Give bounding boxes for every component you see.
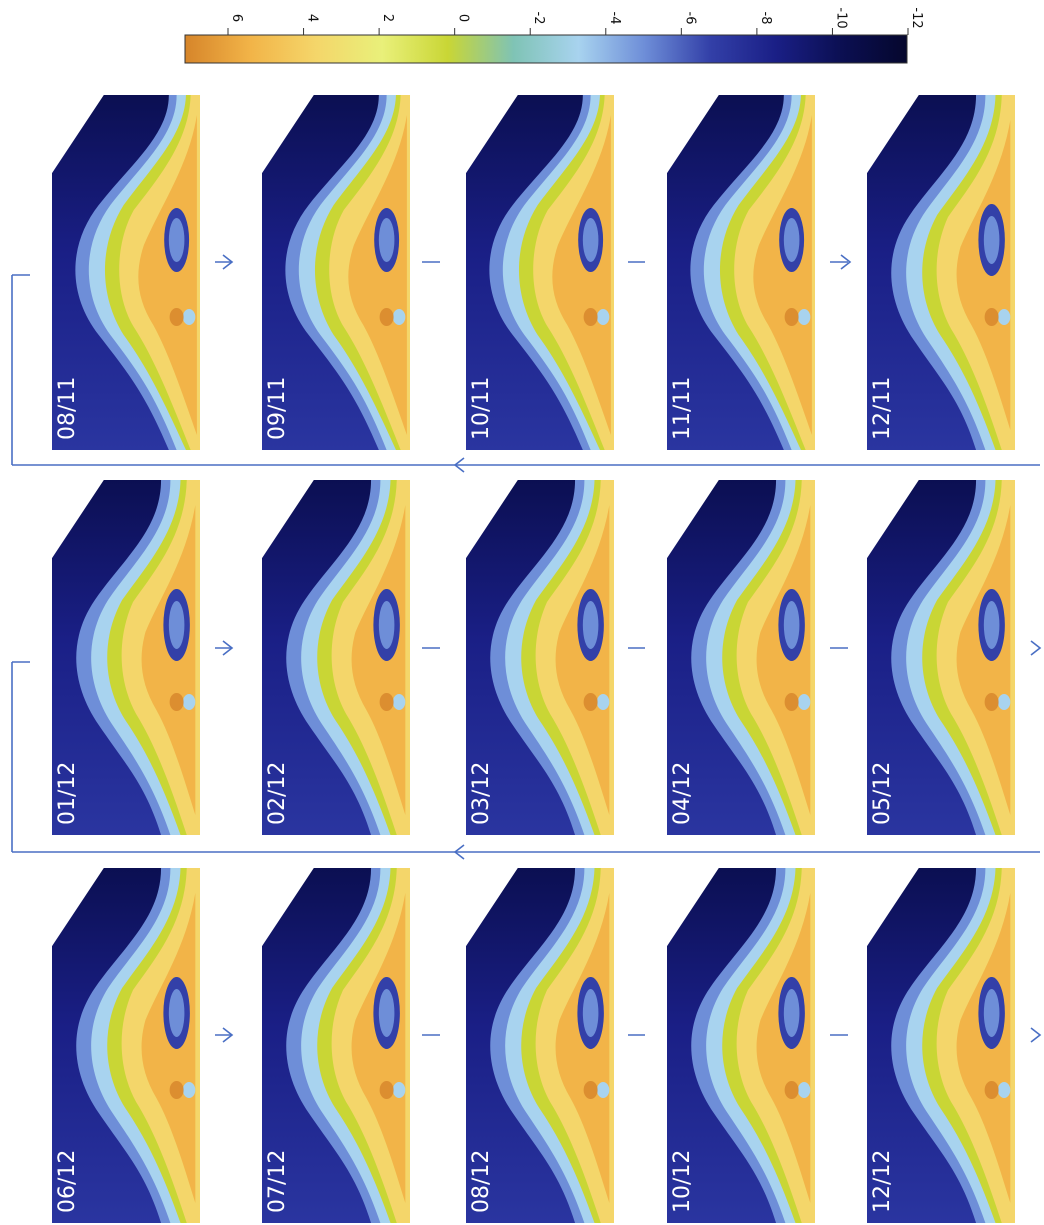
panel-01-12: 01/12 bbox=[52, 480, 200, 835]
panel-date-label: 12/11 bbox=[870, 377, 895, 440]
panel-04-12: 04/12 bbox=[667, 480, 815, 835]
arrow-head bbox=[1030, 640, 1042, 656]
colorbar-tick-label: 0 bbox=[456, 14, 471, 22]
panel-date-label: 10/12 bbox=[670, 1150, 695, 1213]
panel-03-12: 03/12 bbox=[466, 480, 614, 835]
panel-09-11: 09/11 bbox=[262, 95, 410, 450]
panel-date-label: 01/12 bbox=[55, 762, 80, 825]
panel-10-12: 10/12 bbox=[667, 868, 815, 1223]
panel-08-12: 08/12 bbox=[466, 868, 614, 1223]
panel-date-label: 08/11 bbox=[55, 377, 80, 440]
panel-08-11: 08/11 bbox=[52, 95, 200, 450]
panel-date-label: 12/12 bbox=[870, 1150, 895, 1213]
colorbar-tick-label: 4 bbox=[305, 14, 320, 22]
arrow-head bbox=[222, 254, 234, 270]
arrow-head bbox=[840, 254, 852, 270]
panel-07-12: 07/12 bbox=[262, 868, 410, 1223]
panel-11-11: 11/11 bbox=[667, 95, 815, 450]
panel-date-label: 11/11 bbox=[670, 377, 695, 440]
colorbar-ticks: 6 4 2 0 -2 -4 -6 -8 -10 -12 bbox=[227, 7, 924, 35]
panel-02-12: 02/12 bbox=[262, 480, 410, 835]
colorbar-tick-label: -2 bbox=[531, 12, 546, 25]
arrow-head bbox=[453, 457, 465, 473]
panel-date-label: 08/12 bbox=[469, 1150, 494, 1213]
panel-date-label: 02/12 bbox=[265, 762, 290, 825]
panel-date-label: 04/12 bbox=[670, 762, 695, 825]
colorbar: 6 4 2 0 -2 -4 -6 -8 -10 -12 bbox=[184, 7, 924, 64]
colorbar-tick-label: -8 bbox=[758, 12, 773, 25]
arrow-head bbox=[453, 844, 465, 860]
panel-05-12: 05/12 bbox=[867, 480, 1015, 835]
arrow-head bbox=[222, 1027, 234, 1043]
panel-date-label: 07/12 bbox=[265, 1150, 290, 1213]
arrow-head bbox=[1030, 1027, 1042, 1043]
colorbar-tick-label: -10 bbox=[833, 7, 848, 28]
panel-date-label: 06/12 bbox=[55, 1150, 80, 1213]
arrow-head bbox=[222, 640, 234, 656]
panel-date-label: 10/11 bbox=[469, 377, 494, 440]
colorbar-bar bbox=[184, 34, 908, 64]
panel-10-11: 10/11 bbox=[466, 95, 614, 450]
panel-12-12: 12/12 bbox=[867, 868, 1015, 1223]
colorbar-tick-label: -4 bbox=[607, 12, 622, 25]
colorbar-tick-label: 2 bbox=[380, 14, 395, 22]
colorbar-tick-label: 6 bbox=[229, 14, 244, 22]
colorbar-tick-label: -12 bbox=[909, 7, 924, 28]
panel-date-label: 05/12 bbox=[870, 762, 895, 825]
panel-12-11: 12/11 bbox=[867, 95, 1015, 450]
panel-date-label: 03/12 bbox=[469, 762, 494, 825]
colorbar-tick-label: -6 bbox=[682, 12, 697, 25]
panel-grid: 08/11 09/11 10/11 11/11 12/11 01/12 02/12 03/12… bbox=[52, 95, 1015, 1223]
panel-06-12: 06/12 bbox=[52, 868, 200, 1223]
panel-date-label: 09/11 bbox=[265, 377, 290, 440]
sequence-arrows bbox=[11, 254, 1042, 1043]
